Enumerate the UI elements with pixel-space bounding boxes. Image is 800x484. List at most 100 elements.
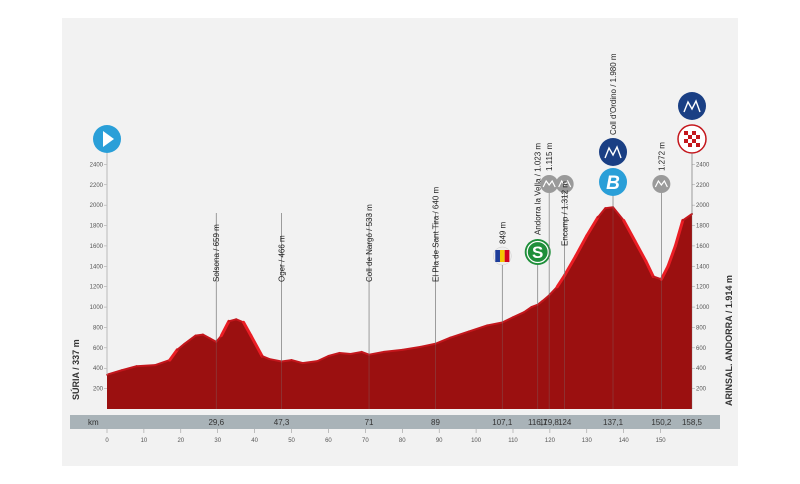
profile-edge-segment: [382, 348, 404, 353]
mountain-icon: [558, 179, 572, 188]
waypoint-km-label: 107,1: [492, 418, 513, 427]
profile-edge-segment: [511, 311, 526, 319]
x-tick-label: 100: [471, 438, 482, 444]
profile-edge-segment: [349, 350, 363, 355]
waypoint-label: El Pla de Sant Tira / 640 m: [431, 187, 440, 282]
end-labels: SÚRIA / 337 m ARINSAL. ANDORRA / 1.914 m: [70, 275, 734, 406]
y-tick-label-right: 200: [696, 387, 707, 393]
flag-stripe-blue: [495, 250, 500, 262]
mountain-marker: [599, 138, 628, 166]
sprint-symbol: S: [532, 243, 543, 262]
waypoint-km-label: 89: [431, 418, 440, 427]
y-tick-label-right: 2000: [696, 203, 710, 209]
checkered-flag-icon: [688, 135, 692, 139]
profile-edge-segment: [106, 369, 123, 376]
profile-edge-segment: [596, 207, 607, 219]
checkered-flag-icon: [688, 143, 692, 147]
y-tick-label-left: 800: [93, 325, 104, 331]
x-tick-label: 140: [619, 438, 630, 444]
sprint-marker: [524, 239, 551, 265]
profile-edge-segment: [219, 319, 231, 338]
waypoint-label: Andorra la Vella / 1.023 m: [534, 143, 543, 235]
y-tick-label-left: 1000: [90, 305, 104, 311]
waypoint-km-label: 158,5: [682, 418, 703, 427]
checkered-flag-icon: [696, 135, 700, 139]
start-label: SÚRIA / 337 m: [70, 339, 81, 400]
profile-edge-segment: [176, 342, 186, 351]
checkered-flag-icon: [684, 139, 688, 143]
profile-edge-segment: [201, 333, 212, 340]
waypoint-label: Oger / 466 m: [278, 235, 287, 282]
mountain-icon: [542, 179, 556, 188]
waypoint-km-label: 150,2: [651, 418, 672, 427]
y-tick-label-right: 1800: [696, 224, 710, 230]
profile-fill: [107, 207, 692, 409]
waypoint-km-label: 119,8: [539, 418, 559, 427]
x-tick-label: 30: [214, 438, 221, 444]
profile-edge-segment: [268, 358, 283, 363]
x-tick-label: 60: [325, 438, 332, 444]
profile-edge-segment: [280, 359, 293, 363]
y-tick-label-right: 1400: [696, 264, 710, 270]
y-tick-label-right: 1200: [696, 285, 710, 291]
profile-area: [106, 206, 693, 409]
x-tick-label: 110: [508, 438, 518, 444]
y-tick-label-left: 1400: [90, 264, 104, 270]
profile-edge-segment: [585, 215, 600, 238]
profile-edge-segment: [563, 254, 578, 277]
profile-edge-segment: [135, 364, 156, 368]
profile-edge-segment: [548, 285, 559, 297]
waypoints: Solsona / 659 m Oger / 466 m Coll de Nargó…: [93, 53, 707, 409]
y-tick-label-left: 1600: [90, 244, 104, 250]
y-tick-label-right: 2200: [696, 183, 710, 189]
play-icon: [103, 131, 114, 147]
profile-card: 200 200 400 400 600 600 800 800 1000 1000 1200 1200…: [62, 18, 738, 466]
waypoint-label: Encamp / 1.312 m: [561, 181, 570, 246]
km-bar: km 0 10 20 30 40 50 60 70 80 90 100 110 120 130 140 150 2…: [70, 415, 720, 444]
waypoint-label: 1.272 m: [657, 142, 666, 171]
profile-edge-segment: [536, 299, 544, 306]
finish-label: ARINSAL. ANDORRA / 1.914 m: [724, 275, 734, 406]
waypoint-km-label: 47,3: [274, 418, 290, 427]
profile-edge-segment: [612, 206, 625, 222]
bonus-marker: [599, 168, 628, 196]
y-tick-label-left: 200: [93, 387, 104, 393]
profile-edge-segment: [467, 324, 489, 333]
y-tick-label-right: 1600: [696, 244, 710, 250]
profile-edge-segment: [501, 316, 514, 324]
profile-edge-segment: [290, 359, 304, 365]
mountain-icon: [604, 145, 622, 159]
x-tick-label: 150: [656, 438, 667, 444]
km-unit-label: km: [88, 418, 99, 427]
profile-edge-segment: [574, 234, 589, 258]
flag-stripe-yellow: [499, 250, 505, 262]
profile-edge-segment: [644, 259, 655, 278]
x-tick-label: 120: [545, 438, 556, 444]
climb-marker: [652, 175, 671, 193]
waypoint-km-label: 29,6: [208, 418, 224, 427]
y-tick-label-right: 400: [696, 366, 707, 372]
mountain-icon: [683, 99, 701, 113]
y-tick-label-left: 2000: [90, 203, 104, 209]
x-tick-label: 70: [362, 438, 369, 444]
checkered-flag-icon: [696, 143, 700, 147]
sprint-marker-ring: [526, 240, 549, 264]
profile-edge-segment: [681, 212, 693, 222]
profile-edge-segment: [316, 355, 330, 363]
x-tick-label: 0: [105, 438, 109, 444]
finish-mountain-marker: [678, 92, 706, 120]
y-tick-label-left: 2200: [90, 183, 104, 189]
x-tick-label: 130: [582, 438, 593, 444]
profile-edge-segment: [523, 306, 533, 314]
checkered-flag-icon: [692, 139, 696, 143]
y-tick-label-right: 600: [696, 346, 707, 352]
profile-edge-segment: [622, 218, 637, 243]
bonus-symbol: B: [606, 173, 620, 194]
checkered-flag-icon: [684, 131, 688, 135]
profile-edge-segment: [209, 337, 218, 343]
profile-edge-segment: [673, 218, 685, 248]
y-tick-label-left: 600: [93, 346, 104, 352]
flag-stripe-red: [504, 250, 510, 262]
waypoint-km-label: 71: [365, 418, 374, 427]
